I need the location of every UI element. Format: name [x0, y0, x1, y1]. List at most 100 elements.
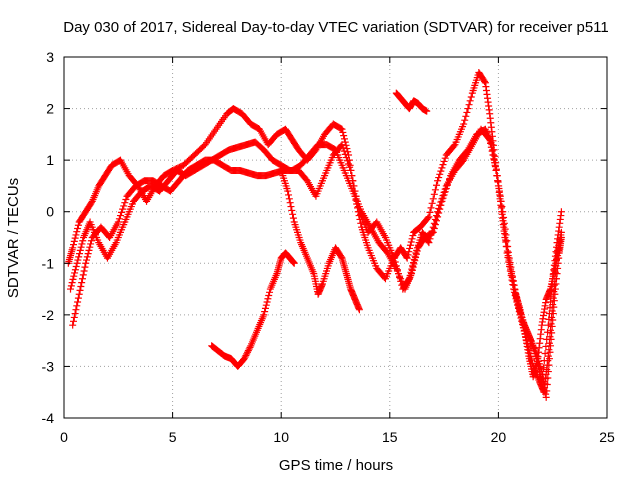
data-point-marker: [498, 214, 506, 222]
data-point-marker: [466, 97, 474, 105]
data-point-marker: [508, 273, 516, 281]
data-point-marker: [497, 201, 505, 209]
data-point-marker: [435, 174, 443, 182]
data-point-marker: [467, 93, 475, 101]
data-point-marker: [412, 253, 420, 261]
data-point-marker: [409, 232, 417, 240]
data-point-marker: [77, 243, 85, 251]
data-point-marker: [244, 348, 252, 356]
data-point-marker: [405, 248, 413, 256]
data-point-marker: [411, 257, 419, 265]
data-point-marker: [434, 213, 442, 221]
data-point-marker: [557, 208, 565, 216]
data-point-marker: [541, 350, 549, 358]
data-point-marker: [406, 241, 414, 249]
data-point-marker: [72, 231, 80, 239]
y-tick-label: -4: [42, 410, 55, 426]
x-tick-label: 0: [60, 429, 68, 445]
data-point-marker: [68, 279, 76, 287]
data-point-marker: [490, 156, 498, 164]
data-point-marker: [76, 246, 84, 254]
data-point-marker: [285, 195, 293, 203]
data-point-marker: [495, 188, 503, 196]
data-point-marker: [465, 101, 473, 109]
data-point-marker: [509, 277, 517, 285]
data-point-marker: [340, 147, 348, 155]
data-point-marker: [355, 306, 363, 314]
data-point-marker: [461, 116, 469, 124]
data-point-marker: [261, 304, 269, 312]
data-point-marker: [78, 279, 86, 287]
data-point-marker: [547, 342, 555, 350]
y-tick-label: -2: [42, 307, 55, 323]
chart-title: Day 030 of 2017, Sidereal Day-to-day VTE…: [63, 19, 609, 36]
data-point-marker: [548, 329, 556, 337]
data-point-marker: [464, 105, 472, 113]
data-point-marker: [430, 190, 438, 198]
data-point-marker: [122, 195, 130, 203]
data-point-marker: [266, 288, 274, 296]
data-point-marker: [264, 295, 272, 303]
data-point-marker: [543, 380, 551, 388]
data-point-marker: [285, 191, 293, 199]
data-point-marker: [450, 142, 458, 150]
data-point-marker: [432, 181, 440, 189]
data-point-marker: [119, 205, 127, 213]
data-point-marker: [72, 306, 80, 314]
data-point-marker: [70, 313, 78, 321]
data-point-marker: [339, 144, 347, 152]
data-point-marker: [83, 256, 91, 264]
data-point-marker: [261, 308, 269, 316]
data-point-marker: [289, 210, 297, 218]
data-point-marker: [542, 393, 550, 401]
x-tick-label: 20: [491, 429, 507, 445]
data-point-marker: [346, 163, 354, 171]
data-point-marker: [407, 238, 415, 246]
data-point-marker: [408, 266, 416, 274]
data-point-marker: [426, 208, 434, 216]
data-point-marker: [263, 298, 271, 306]
data-point-marker: [511, 285, 519, 293]
data-point-marker: [446, 175, 454, 183]
data-point-marker: [338, 141, 346, 149]
data-point-marker: [71, 266, 79, 274]
data-point-marker: [501, 234, 509, 241]
plot-frame: [63, 56, 608, 419]
data-point-marker: [408, 235, 416, 243]
data-point-marker: [490, 151, 498, 159]
data-point-marker: [73, 259, 81, 267]
data-point-marker: [425, 239, 433, 247]
data-point-marker: [79, 271, 87, 279]
data-point-marker: [432, 217, 440, 225]
data-point-marker: [339, 128, 347, 136]
data-point-marker: [87, 237, 95, 245]
data-point-marker: [67, 285, 75, 293]
data-point-marker: [429, 195, 437, 203]
data-point-marker: [246, 343, 254, 351]
data-point-marker: [493, 172, 501, 180]
y-tick-label: 1: [46, 152, 54, 168]
data-point-marker: [538, 378, 546, 386]
data-point-marker: [79, 237, 87, 245]
data-point-marker: [403, 254, 411, 262]
data-point-marker: [544, 374, 552, 382]
data-point-marker: [343, 157, 351, 165]
data-point-marker: [543, 387, 551, 395]
data-point-marker: [342, 154, 350, 162]
data-point-marker: [70, 241, 78, 249]
data-point-marker: [69, 244, 77, 252]
data-point-marker: [289, 214, 297, 222]
data-point-marker: [425, 213, 433, 221]
data-point-marker: [340, 135, 348, 143]
data-point-marker: [73, 302, 81, 310]
data-point-marker: [555, 244, 563, 252]
grid-lines: [64, 57, 607, 418]
data-point-marker: [428, 229, 436, 237]
data-point-marker: [73, 228, 81, 236]
data-point-marker: [75, 253, 83, 261]
data-point-marker: [442, 185, 450, 193]
data-point-marker: [500, 227, 508, 235]
x-tick-label: 15: [382, 429, 398, 445]
series-track-4: [208, 249, 298, 370]
